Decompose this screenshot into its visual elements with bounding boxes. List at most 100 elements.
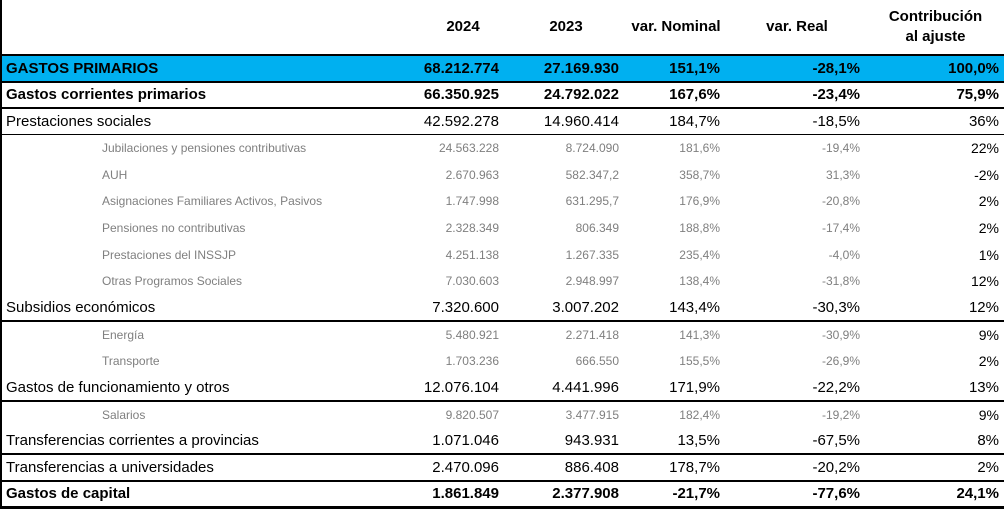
value-var-real: -67,5% — [727, 427, 867, 456]
value-2024: 2.328.349 — [445, 220, 499, 235]
value-contribution: 12% — [867, 294, 1004, 323]
table-row: AUH 2.670.963 582.347,2 358,7% 31,3% -2% — [1, 161, 1004, 188]
header-var-nominal: var. Nominal — [631, 17, 721, 35]
value-2024: 68.212.774 — [419, 54, 507, 83]
value-2023: 27.169.930 — [507, 54, 625, 83]
value-var-real: -19,4% — [821, 141, 860, 156]
value-var-nominal: -21,7% — [672, 485, 720, 503]
value-var-real: -26,9% — [821, 354, 860, 368]
value-var-real: 31,3% — [825, 167, 860, 182]
value-2024: 12.076.104 — [419, 374, 507, 402]
row-label: Salarios — [102, 407, 146, 422]
row-label: Transferencias corrientes a provincias — [1, 427, 419, 456]
row-label: Pensiones no contributivas — [102, 220, 246, 235]
row-label: Otras Programos Sociales — [102, 274, 243, 289]
value-contribution: 36% — [867, 108, 1004, 136]
table-row: GASTOS PRIMARIOS 68.212.774 27.169.930 1… — [1, 54, 1004, 83]
value-var-nominal: 151,1% — [625, 54, 727, 83]
value-contribution: 22% — [970, 140, 999, 157]
value-2024: 4.251.138 — [445, 247, 499, 262]
row-label: Subsidios económicos — [1, 294, 419, 323]
value-var-nominal: 235,4% — [679, 247, 720, 262]
table-row: Jubilaciones y pensiones contributivas 2… — [1, 135, 1004, 162]
value-2023: 3.007.202 — [507, 294, 625, 323]
value-contribution: 9% — [978, 326, 999, 343]
value-contribution: 2% — [978, 193, 999, 210]
value-var-real: -28,1% — [727, 54, 867, 83]
value-2024: 1.703.236 — [445, 354, 499, 368]
value-contribution: -2% — [974, 166, 999, 183]
table-row: Gastos corrientes primarios 66.350.925 2… — [1, 81, 1004, 110]
row-label: Gastos de capital — [6, 485, 131, 503]
value-var-nominal: 358,7% — [679, 167, 720, 182]
value-var-nominal: 178,7% — [625, 454, 727, 482]
header-contribution-line2: al ajuste — [905, 28, 966, 45]
value-var-nominal: 13,5% — [625, 427, 727, 456]
value-2023: 4.441.996 — [507, 374, 625, 402]
value-var-real: -17,4% — [821, 220, 860, 235]
value-contribution: 2% — [978, 219, 999, 236]
table-row: Prestaciones del INSSJP 4.251.138 1.267.… — [1, 241, 1004, 268]
value-2024: 5.480.921 — [445, 327, 499, 342]
header-contribution: Contribución al ajuste — [867, 0, 1004, 55]
value-var-nominal: 143,4% — [625, 294, 727, 323]
value-contribution: 1% — [978, 246, 999, 263]
value-var-nominal: 141,3% — [679, 327, 720, 342]
value-var-real: -19,2% — [821, 407, 860, 422]
value-2023: 582.347,2 — [565, 167, 619, 182]
value-2024: 1.747.998 — [445, 194, 499, 209]
value-2023: 1.267.335 — [565, 247, 619, 262]
header-contribution-line1: Contribución — [888, 7, 983, 25]
value-2024: 66.350.925 — [419, 81, 507, 110]
table-row: Transporte 1.703.236 666.550 155,5% -26,… — [1, 348, 1004, 375]
value-2024: 42.592.278 — [419, 108, 507, 136]
value-var-nominal: 176,9% — [679, 194, 720, 209]
value-var-nominal: 155,5% — [679, 354, 720, 368]
row-label: Energía — [102, 327, 145, 342]
header-row: 2024 2023 var. Nominal var. Real Contrib… — [1, 0, 1004, 55]
table-row: Pensiones no contributivas 2.328.349 806… — [1, 215, 1004, 242]
value-2023: 943.931 — [507, 427, 625, 456]
value-contribution: 9% — [978, 406, 999, 423]
row-label: Prestaciones del INSSJP — [102, 247, 237, 262]
value-var-real: -20,8% — [821, 194, 860, 209]
value-contribution: 2% — [978, 353, 999, 369]
value-var-real: -18,5% — [727, 108, 867, 136]
value-var-nominal: 181,6% — [679, 141, 720, 156]
value-2024: 7.320.600 — [419, 294, 507, 323]
row-label: Prestaciones sociales — [1, 108, 419, 136]
table-row: Salarios 9.820.507 3.477.915 182,4% -19,… — [1, 401, 1004, 428]
table-row: Gastos de capital 1.861.849 2.377.908 -2… — [1, 481, 1004, 508]
value-2023: 806.349 — [575, 220, 619, 235]
value-contribution: 24,1% — [956, 485, 999, 503]
row-label: Gastos de funcionamiento y otros — [1, 374, 419, 402]
value-var-nominal: 167,6% — [625, 81, 727, 110]
value-2023: 2.377.908 — [552, 485, 619, 503]
header-2024: 2024 — [446, 17, 480, 35]
value-var-real: -30,9% — [821, 327, 860, 342]
value-2023: 2.271.418 — [565, 327, 619, 342]
value-2024: 2.470.096 — [419, 454, 507, 482]
header-label-column — [1, 0, 419, 55]
value-var-real: -23,4% — [727, 81, 867, 110]
row-label: GASTOS PRIMARIOS — [1, 54, 419, 83]
table-row: Energía 5.480.921 2.271.418 141,3% -30,9… — [1, 321, 1004, 348]
value-var-real: -22,2% — [727, 374, 867, 402]
value-2024: 7.030.603 — [445, 274, 499, 289]
value-2023: 14.960.414 — [507, 108, 625, 136]
value-2023: 886.408 — [507, 454, 625, 482]
value-2023: 3.477.915 — [565, 407, 619, 422]
value-2023: 666.550 — [575, 354, 619, 368]
table-row: Asignaciones Familiares Activos, Pasivos… — [1, 188, 1004, 215]
value-contribution: 2% — [867, 454, 1004, 482]
row-label: Gastos corrientes primarios — [1, 81, 419, 110]
value-var-nominal: 188,8% — [679, 220, 720, 235]
table-row: Prestaciones sociales 42.592.278 14.960.… — [1, 108, 1004, 136]
table-row: Subsidios económicos 7.320.600 3.007.202… — [1, 294, 1004, 323]
value-var-nominal: 184,7% — [625, 108, 727, 136]
value-2023: 2.948.997 — [565, 274, 619, 289]
row-label: Transporte — [102, 354, 160, 368]
table-row: Gastos de funcionamiento y otros 12.076.… — [1, 374, 1004, 402]
value-contribution: 75,9% — [867, 81, 1004, 110]
